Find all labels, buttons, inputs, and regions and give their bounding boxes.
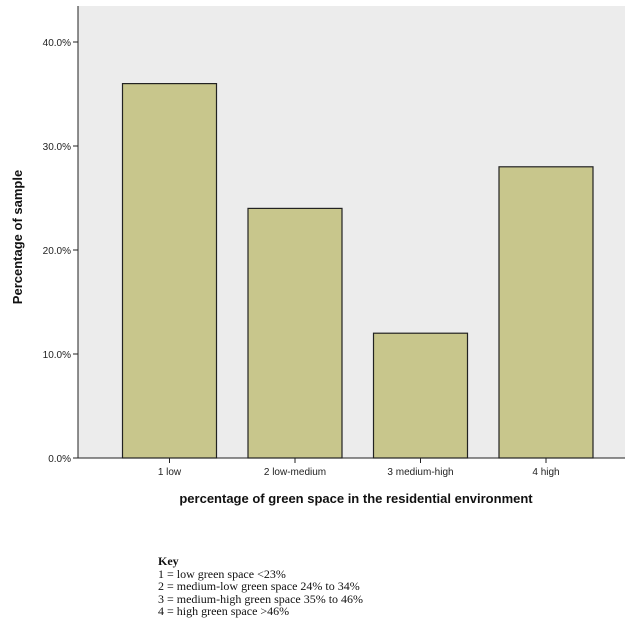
y-tick-label-3: 30.0% — [43, 142, 71, 153]
y-tick-label-4: 40.0% — [43, 38, 71, 49]
x-axis-ticks: 1 low 2 low-medium 3 medium-high 4 high — [158, 458, 560, 478]
y-tick-label-2: 20.0% — [43, 246, 71, 257]
bar-4 — [498, 166, 594, 459]
key-item-1: 1 = low green space <23% — [158, 566, 286, 581]
y-tick-label-1: 10.0% — [43, 350, 71, 361]
x-tick-label-1: 1 low — [158, 467, 182, 478]
x-tick-label-2: 2 low-medium — [264, 467, 326, 478]
key-item-3: 3 = medium-high green space 35% to 46% — [158, 591, 364, 606]
key-legend: Key 1 = low green space <23% 2 = medium-… — [158, 555, 363, 618]
y-tick-label-0: 0.0% — [48, 454, 71, 465]
key-title: Key — [158, 554, 179, 568]
bar-3 — [372, 332, 469, 459]
x-axis-title: percentage of green space in the residen… — [179, 491, 533, 506]
bar-1 — [121, 82, 218, 459]
bar-2 — [247, 207, 343, 459]
bars-group — [121, 82, 594, 459]
y-axis-title: Percentage of sample — [10, 170, 25, 304]
x-tick-label-4: 4 high — [532, 467, 559, 478]
key-item-4: 4 = high green space >46% — [158, 604, 290, 618]
y-axis-ticks: 0.0% 10.0% 20.0% 30.0% 40.0% — [43, 38, 78, 465]
key-item-2: 2 = medium-low green space 24% to 34% — [158, 579, 360, 593]
x-tick-label-3: 3 medium-high — [387, 467, 453, 478]
